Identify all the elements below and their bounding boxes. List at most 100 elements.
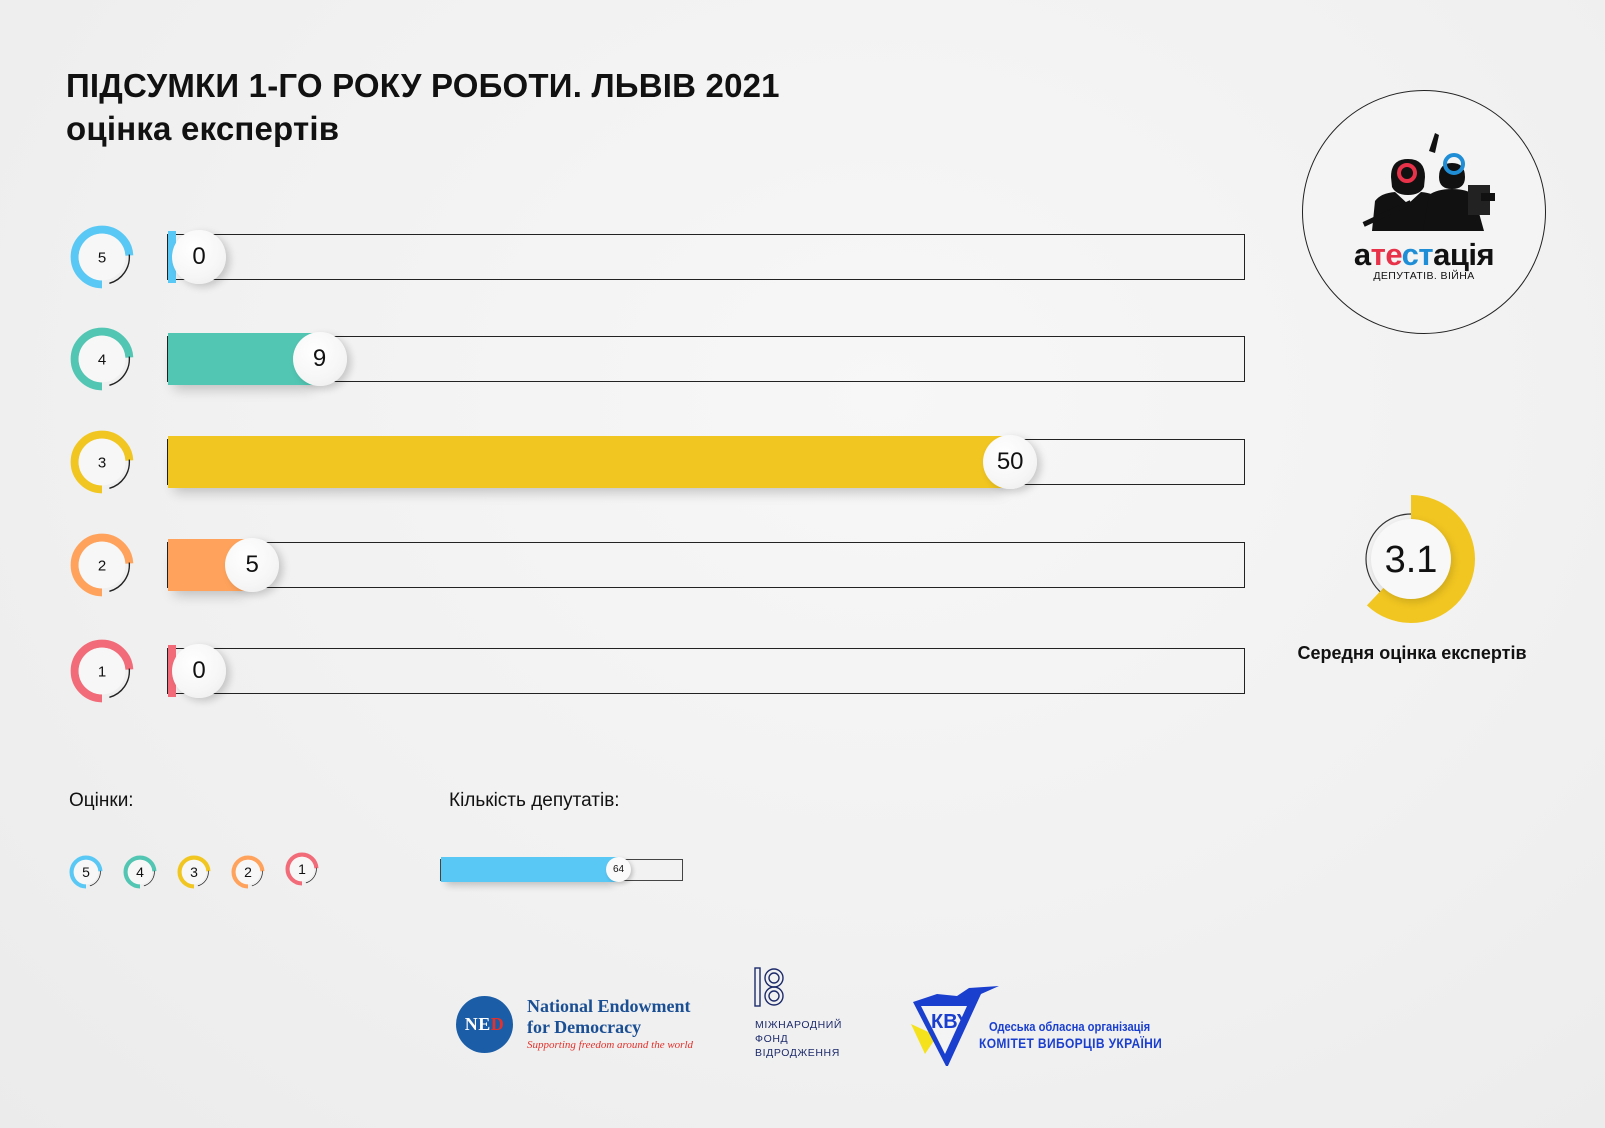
cvu-name-line-2: КОМІТЕТ ВИБОРЦІВ УКРАЇНИ xyxy=(979,1035,1163,1051)
grade-ring-center xyxy=(235,859,261,885)
grade-ring-line xyxy=(73,642,131,700)
grade-label: 5 xyxy=(98,249,106,266)
grade-ring-svg: 3 xyxy=(177,855,211,889)
bar-track xyxy=(167,542,1245,588)
grade-ring-line xyxy=(73,433,131,491)
grade-ring-svg: 2 xyxy=(231,855,265,889)
legend-grade-ring-icon: 4 xyxy=(120,852,160,892)
grade-row-2: 2 5 xyxy=(0,527,1260,607)
ned-logo-icon: NE D xyxy=(456,996,513,1053)
grade-row-5: 5 0 xyxy=(0,219,1260,299)
irf-name: МІЖНАРОДНИЙ ФОНД ВІДРОДЖЕННЯ xyxy=(755,1019,843,1059)
bar-track xyxy=(167,648,1245,694)
two-figures-silhouette-icon xyxy=(1362,133,1495,231)
logo-subtitle: ДЕПУТАТІВ. ВІЙНА xyxy=(1373,270,1475,282)
average-value: 3.1 xyxy=(1385,539,1438,581)
grade-ring-icon: 1 xyxy=(64,633,140,709)
grade-ring-svg: 1 xyxy=(285,852,319,886)
title-line-2: оцінка експертів xyxy=(66,110,340,147)
grade-ring-arc xyxy=(70,533,134,597)
grade-label: 4 xyxy=(136,864,144,880)
grade-ring-arc xyxy=(285,852,319,886)
grade-row-3: 3 50 xyxy=(0,424,1260,504)
logo-wordmark: атестація xyxy=(1303,239,1545,270)
grade-ring-svg: 4 xyxy=(123,855,157,889)
legend-grade-ring-icon: 3 xyxy=(174,852,214,892)
grade-label: 4 xyxy=(98,351,106,368)
grade-row-4: 4 9 xyxy=(0,321,1260,401)
grade-ring-arc xyxy=(70,327,134,391)
ned-abbr-d: D xyxy=(490,1014,505,1034)
grade-ring-icon: 4 xyxy=(64,321,140,397)
grade-ring-center xyxy=(78,541,126,589)
ned-abbr: NE xyxy=(464,1014,491,1034)
grade-label: 5 xyxy=(82,864,90,880)
svg-text:КВУ: КВУ xyxy=(931,1011,970,1033)
average-gauge-arc xyxy=(1347,495,1475,623)
bar-track xyxy=(167,336,1245,382)
grade-ring-arc xyxy=(231,855,265,889)
bar-fill xyxy=(168,436,1011,488)
grade-ring-center xyxy=(73,859,99,885)
grade-label: 3 xyxy=(98,454,106,471)
average-gauge: 3.1 xyxy=(1346,494,1476,624)
grade-ring-center xyxy=(181,859,207,885)
grade-ring-svg: 3 xyxy=(70,430,134,494)
grade-ring-icon: 3 xyxy=(64,424,140,500)
average-gauge-ring: 3.1 xyxy=(1347,495,1475,623)
logo-word-part: ація xyxy=(1433,237,1495,272)
grade-ring-line xyxy=(73,536,131,594)
bar-value-label: 5 xyxy=(225,538,280,592)
logo-word-part: а xyxy=(1353,237,1371,272)
count-legend-value: 64 xyxy=(606,857,631,882)
grade-ring-line xyxy=(73,330,131,388)
grade-ring-svg: 5 xyxy=(69,855,103,889)
grade-ring-arc xyxy=(70,225,134,289)
grade-ring-center xyxy=(78,438,126,486)
legend-grade-ring-icon: 5 xyxy=(66,852,106,892)
grade-ring-center xyxy=(127,859,153,885)
cvu-emblem-icon: КВУ xyxy=(911,986,999,1066)
ned-tagline: Supporting freedom around the world xyxy=(527,1039,694,1051)
page-title: ПІДСУМКИ 1-ГО РОКУ РОБОТИ. ЛЬВІВ 2021 оц… xyxy=(66,64,780,150)
grade-ring-center xyxy=(78,233,126,281)
bar-value-label: 0 xyxy=(172,644,226,698)
grade-label: 2 xyxy=(98,557,106,574)
grade-ring-arc xyxy=(70,430,134,494)
grade-ring-arc xyxy=(70,639,134,703)
grade-row-1: 1 0 xyxy=(0,633,1260,713)
logo-word-part: ст xyxy=(1401,237,1434,272)
atestatsiia-logo: атестація ДЕПУТАТІВ. ВІЙНА xyxy=(1302,90,1546,334)
cvu-name-line-1: Одеська обласна організація xyxy=(989,1019,1151,1034)
grade-label: 3 xyxy=(190,864,198,880)
logo-word-part: те xyxy=(1370,237,1403,272)
grade-ring-svg: 2 xyxy=(70,533,134,597)
grade-label: 2 xyxy=(244,864,252,880)
grade-ring-arc xyxy=(177,855,211,889)
ned-name-line-2: for Democracy xyxy=(527,1017,642,1037)
grade-ring-icon: 2 xyxy=(64,527,140,603)
bar-value-label: 9 xyxy=(292,332,347,386)
bar-value-label: 50 xyxy=(983,435,1038,489)
grade-ring-center xyxy=(78,647,126,695)
ned-name-line-1: National Endowment xyxy=(527,996,691,1016)
count-legend-fill xyxy=(441,857,619,882)
legend-grade-ring-icon: 1 xyxy=(282,849,322,889)
grades-legend-title: Оцінки: xyxy=(69,790,134,811)
ned-name: National Endowment for Democracy xyxy=(527,996,691,1038)
grade-ring-arc xyxy=(123,855,157,889)
grade-label: 1 xyxy=(298,861,306,877)
bar-value-label: 0 xyxy=(172,230,226,284)
count-legend-title: Кількість депутатів: xyxy=(449,790,620,811)
grade-ring-center xyxy=(78,335,126,383)
grade-ring-svg: 4 xyxy=(70,327,134,391)
title-line-1: ПІДСУМКИ 1-ГО РОКУ РОБОТИ. ЛЬВІВ 2021 xyxy=(66,67,780,104)
grade-ring-center xyxy=(289,856,315,882)
grade-ring-svg: 1 xyxy=(70,639,134,703)
average-label: Середня оцінка експертів xyxy=(1297,643,1527,663)
grade-label: 1 xyxy=(98,663,106,680)
legend-grade-ring-icon: 2 xyxy=(228,852,268,892)
average-gauge-center xyxy=(1371,519,1451,599)
bar-track xyxy=(167,234,1245,280)
grade-ring-svg: 5 xyxy=(70,225,134,289)
